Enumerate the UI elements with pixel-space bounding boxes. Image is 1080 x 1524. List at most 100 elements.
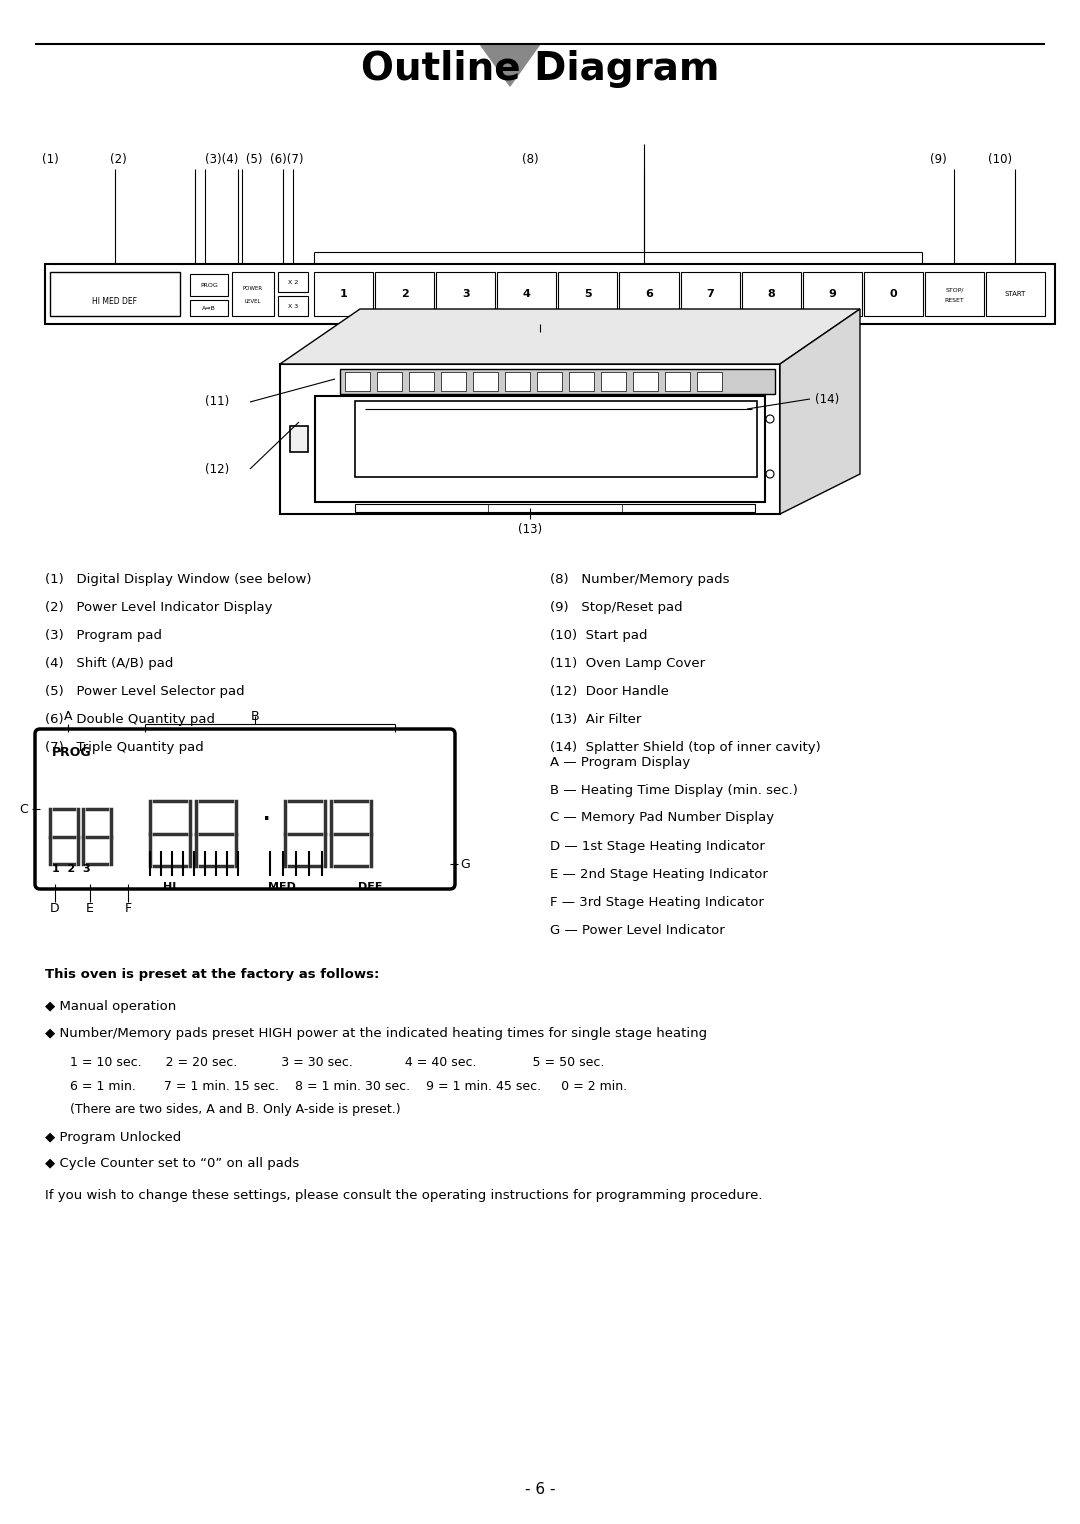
Text: Outline Diagram: Outline Diagram [361,50,719,88]
Text: X 2: X 2 [288,279,298,285]
Text: ◆ Number/Memory pads preset HIGH power at the indicated heating times for single: ◆ Number/Memory pads preset HIGH power a… [45,1027,707,1041]
Bar [314,271,373,315]
Text: D: D [50,902,59,916]
Text: 4: 4 [523,290,530,299]
Text: G: G [460,858,470,870]
Bar [742,271,800,315]
Bar [620,271,678,315]
Bar [497,271,556,315]
Text: (13): (13) [518,523,542,535]
Text: ◆ Program Unlocked: ◆ Program Unlocked [45,1131,181,1145]
Bar [340,369,775,395]
Text: (13)  Air Filter: (13) Air Filter [550,713,642,725]
Polygon shape [780,309,860,514]
Bar [278,271,308,293]
Bar [377,372,402,392]
Bar [537,372,562,392]
Bar [802,271,862,315]
Text: C — Memory Pad Number Display: C — Memory Pad Number Display [550,811,774,824]
Bar [355,504,755,512]
Bar [345,372,370,392]
Text: (5)   Power Level Selector pad: (5) Power Level Selector pad [45,684,245,698]
Text: (14)  Splatter Shield (top of inner cavity): (14) Splatter Shield (top of inner cavit… [550,741,821,753]
Text: F: F [124,902,132,916]
Text: START: START [1004,291,1026,297]
Bar [45,264,1055,325]
Text: If you wish to change these settings, please consult the operating instructions : If you wish to change these settings, pl… [45,1190,762,1202]
Text: (12)  Door Handle: (12) Door Handle [550,684,669,698]
Text: (1): (1) [42,152,58,166]
Polygon shape [280,309,860,364]
Bar [280,364,780,514]
Bar [232,271,274,315]
Text: This oven is preset at the factory as follows:: This oven is preset at the factory as fo… [45,968,379,980]
Text: (11)  Oven Lamp Cover: (11) Oven Lamp Cover [550,657,705,669]
Text: STOP/: STOP/ [945,288,963,293]
Text: HI: HI [163,882,177,892]
Bar [50,271,180,315]
Text: .: . [264,805,271,823]
Text: DEF: DEF [357,882,382,892]
Text: (2): (2) [110,152,126,166]
Text: 2: 2 [401,290,408,299]
Text: (8): (8) [522,152,538,166]
Text: (6)   Double Quantity pad: (6) Double Quantity pad [45,713,215,725]
Bar [924,271,984,315]
Text: (3)   Program pad: (3) Program pad [45,628,162,642]
Text: 1 = 10 sec.      2 = 20 sec.           3 = 30 sec.             4 = 40 sec.      : 1 = 10 sec. 2 = 20 sec. 3 = 30 sec. 4 = … [70,1056,605,1068]
Text: HI MED DEF: HI MED DEF [93,297,137,306]
Text: F — 3rd Stage Heating Indicator: F — 3rd Stage Heating Indicator [550,896,764,908]
Text: A — Program Display: A — Program Display [550,756,690,768]
Bar [355,401,757,477]
Text: (14): (14) [815,393,839,405]
Text: (10): (10) [988,152,1012,166]
Text: (10)  Start pad: (10) Start pad [550,628,648,642]
Text: 3: 3 [462,290,470,299]
Text: 1  2  3: 1 2 3 [52,864,91,873]
Text: (11): (11) [205,396,229,408]
Text: RESET: RESET [945,297,964,302]
Bar [473,372,498,392]
Text: E — 2nd Stage Heating Indicator: E — 2nd Stage Heating Indicator [550,867,768,881]
Text: (2)   Power Level Indicator Display: (2) Power Level Indicator Display [45,600,272,614]
Text: G — Power Level Indicator: G — Power Level Indicator [550,924,725,937]
Bar [633,372,658,392]
Bar [190,274,228,296]
Text: (9): (9) [930,152,947,166]
Bar [680,271,740,315]
Text: X 3: X 3 [288,303,298,308]
Text: (9)   Stop/Reset pad: (9) Stop/Reset pad [550,600,683,614]
Bar [190,300,228,315]
Bar [558,271,618,315]
Bar [278,296,308,315]
Text: B: B [251,710,259,722]
Bar [436,271,496,315]
Text: 8: 8 [767,290,775,299]
Text: B — Heating Time Display (min. sec.): B — Heating Time Display (min. sec.) [550,783,798,797]
Bar [315,396,765,501]
Bar [409,372,434,392]
Text: 5: 5 [584,290,592,299]
Text: (4)   Shift (A/B) pad: (4) Shift (A/B) pad [45,657,174,669]
Text: ◆ Cycle Counter set to “0” on all pads: ◆ Cycle Counter set to “0” on all pads [45,1158,299,1170]
FancyBboxPatch shape [35,728,455,888]
Text: 7: 7 [706,290,714,299]
Text: 0: 0 [890,290,897,299]
Text: POWER: POWER [243,287,264,291]
Bar [864,271,922,315]
Polygon shape [480,44,540,85]
Text: PROG: PROG [52,745,92,759]
Bar [291,427,308,453]
Text: (3)(4)  (5)  (6)(7): (3)(4) (5) (6)(7) [205,152,303,166]
Text: 6: 6 [645,290,653,299]
Bar [375,271,434,315]
Text: E: E [86,902,94,916]
Text: PROG: PROG [200,282,218,288]
Text: 6 = 1 min.       7 = 1 min. 15 sec.    8 = 1 min. 30 sec.    9 = 1 min. 45 sec. : 6 = 1 min. 7 = 1 min. 15 sec. 8 = 1 min.… [70,1079,627,1093]
Bar [986,271,1045,315]
Text: A: A [64,710,72,722]
Bar [505,372,530,392]
Text: ◆ Manual operation: ◆ Manual operation [45,1000,176,1012]
Text: (12): (12) [205,462,229,475]
Text: LEVEL: LEVEL [245,299,261,303]
